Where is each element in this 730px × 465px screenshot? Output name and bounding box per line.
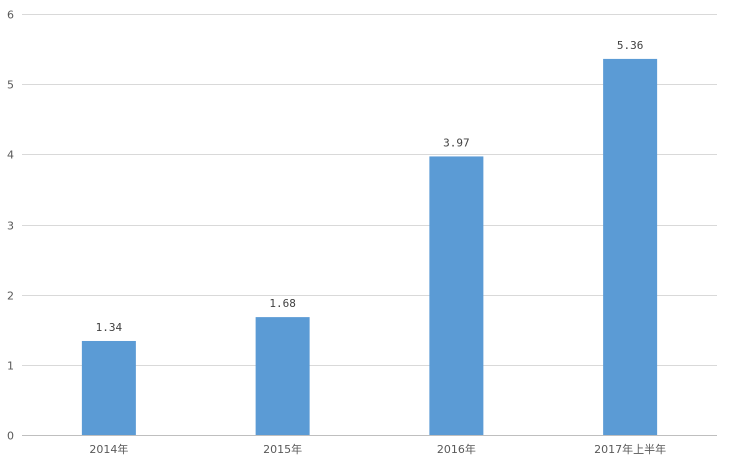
- gridlines: [22, 14, 717, 366]
- x-tick-label: 2014年: [89, 442, 128, 456]
- x-tick-label: 2017年上半年: [594, 442, 666, 456]
- x-tick-label: 2016年: [437, 442, 476, 456]
- y-tick-label: 6: [7, 9, 14, 22]
- bar: [429, 156, 484, 435]
- y-tick-label: 2: [7, 290, 14, 303]
- x-axis-ticks: 2014年 2015年 2016年 2017年上半年: [89, 442, 666, 456]
- y-tick-label: 0: [7, 430, 14, 443]
- bar: [255, 317, 310, 435]
- data-label: 5.36: [617, 39, 644, 52]
- data-label: 1.68: [269, 297, 296, 310]
- bar: [81, 340, 136, 435]
- y-tick-label: 1: [7, 360, 14, 373]
- y-tick-label: 4: [7, 149, 14, 162]
- x-tick-label: 2015年: [263, 442, 302, 456]
- data-label: 1.34: [96, 321, 123, 334]
- y-tick-label: 5: [7, 79, 14, 92]
- bars: [81, 58, 658, 435]
- y-tick-label: 3: [7, 220, 14, 233]
- bar: [603, 58, 658, 435]
- data-label: 3.97: [443, 136, 470, 149]
- data-labels: 1.34 1.68 3.97 5.36: [96, 39, 644, 334]
- y-axis-ticks: 0 1 2 3 4 5 6: [7, 9, 14, 443]
